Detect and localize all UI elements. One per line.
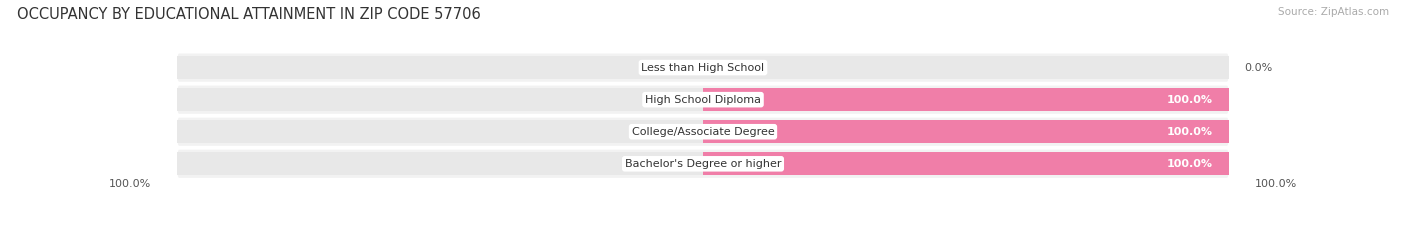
Text: 100.0%: 100.0% <box>1167 159 1213 169</box>
Text: High School Diploma: High School Diploma <box>645 95 761 105</box>
Text: 0.0%: 0.0% <box>1244 63 1272 73</box>
Text: 0.0%: 0.0% <box>659 127 688 137</box>
Text: College/Associate Degree: College/Associate Degree <box>631 127 775 137</box>
Text: 100.0%: 100.0% <box>1167 127 1213 137</box>
Text: 0.0%: 0.0% <box>659 95 688 105</box>
Text: 100.0%: 100.0% <box>1254 179 1298 189</box>
Text: Source: ZipAtlas.com: Source: ZipAtlas.com <box>1278 7 1389 17</box>
Text: Bachelor's Degree or higher: Bachelor's Degree or higher <box>624 159 782 169</box>
Bar <box>703 88 1229 111</box>
Bar <box>177 120 703 143</box>
Bar <box>703 120 1229 143</box>
Text: 100.0%: 100.0% <box>108 179 152 189</box>
FancyBboxPatch shape <box>177 86 1229 114</box>
Text: 0.0%: 0.0% <box>659 63 688 73</box>
Bar <box>703 152 1229 175</box>
Text: OCCUPANCY BY EDUCATIONAL ATTAINMENT IN ZIP CODE 57706: OCCUPANCY BY EDUCATIONAL ATTAINMENT IN Z… <box>17 7 481 22</box>
Bar <box>703 88 1229 111</box>
Text: Less than High School: Less than High School <box>641 63 765 73</box>
Bar <box>703 120 1229 143</box>
Bar <box>177 152 703 175</box>
Text: 100.0%: 100.0% <box>1167 95 1213 105</box>
Bar <box>177 56 703 79</box>
FancyBboxPatch shape <box>177 54 1229 82</box>
Bar <box>177 88 703 111</box>
Bar <box>703 56 1229 79</box>
FancyBboxPatch shape <box>177 118 1229 146</box>
Bar <box>703 152 1229 175</box>
Text: 0.0%: 0.0% <box>659 159 688 169</box>
FancyBboxPatch shape <box>177 150 1229 178</box>
